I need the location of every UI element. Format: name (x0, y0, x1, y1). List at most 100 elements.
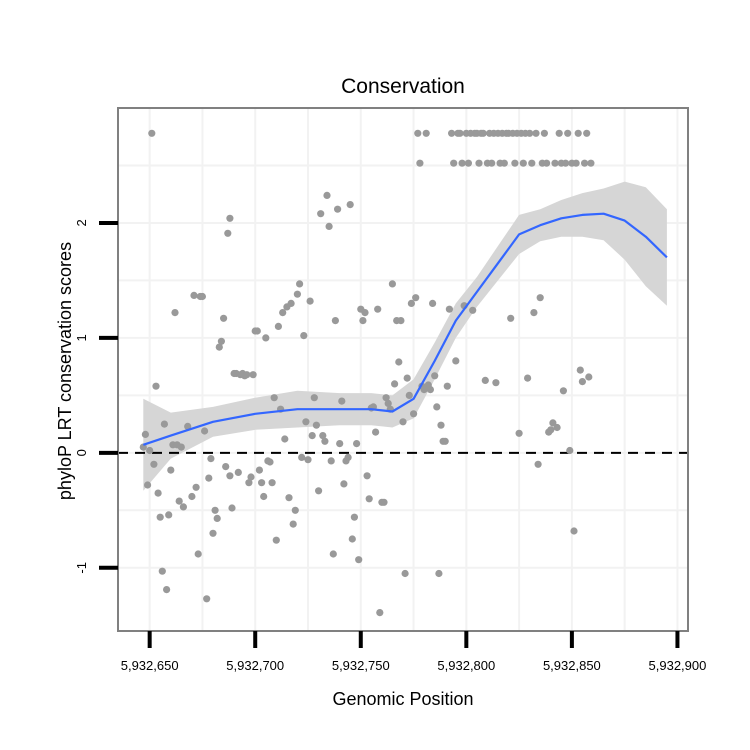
plot-panel-frame (117, 107, 689, 632)
data-point (144, 481, 152, 489)
data-point (148, 129, 156, 137)
data-point (363, 472, 371, 480)
data-point (249, 371, 257, 379)
data-point (213, 514, 221, 523)
data-point (321, 437, 329, 445)
data-point (416, 159, 424, 167)
data-point (574, 129, 582, 137)
data-point (431, 372, 439, 380)
data-point (340, 480, 348, 488)
data-point (543, 159, 551, 167)
data-point (581, 159, 589, 167)
data-point (296, 280, 304, 288)
data-point (226, 472, 234, 480)
data-point (450, 159, 458, 167)
data-point (456, 129, 464, 137)
data-point (201, 427, 209, 435)
data-point (382, 394, 390, 402)
data-point (445, 305, 453, 313)
data-point (146, 446, 154, 455)
data-point (220, 314, 228, 322)
data-point (585, 373, 593, 381)
data-point (329, 550, 337, 558)
data-point (540, 129, 549, 137)
y-tick-label: 2 (74, 219, 89, 226)
data-point (526, 129, 534, 137)
data-point (266, 458, 274, 466)
data-point (361, 309, 369, 317)
data-point (532, 129, 540, 137)
data-point (279, 309, 287, 317)
data-point (488, 159, 496, 167)
data-point (547, 426, 555, 434)
data-point (553, 423, 561, 432)
data-point (500, 159, 508, 167)
data-point (372, 428, 380, 436)
x-tick-label: 5,932,850 (543, 658, 601, 673)
data-point (435, 569, 443, 578)
data-point (304, 456, 312, 464)
x-axis-label: Genomic Position (332, 689, 473, 709)
data-point (344, 453, 352, 461)
data-point (443, 382, 451, 390)
confidence-band (143, 181, 667, 491)
x-tick-label: 5,932,750 (332, 658, 390, 673)
data-point (150, 460, 158, 468)
data-point (388, 280, 396, 288)
grid-lines (118, 108, 688, 631)
data-point (194, 550, 202, 558)
data-point (420, 386, 428, 394)
x-tick-label: 5,932,800 (437, 658, 495, 673)
data-point (289, 520, 297, 528)
data-point (376, 609, 384, 617)
data-point (551, 159, 559, 167)
data-point (583, 129, 591, 137)
data-point (433, 403, 441, 411)
data-point (359, 317, 367, 325)
data-point (224, 229, 232, 237)
data-point (270, 394, 278, 402)
data-point (234, 468, 242, 476)
data-point (323, 191, 331, 199)
y-tick-label: 0 (74, 449, 89, 456)
data-point (365, 495, 373, 503)
chart-title: Conservation (341, 75, 465, 98)
data-point (205, 474, 213, 482)
data-point (410, 410, 418, 418)
data-point (481, 376, 489, 384)
data-point (171, 309, 179, 317)
data-point (268, 479, 276, 487)
data-point (479, 129, 487, 137)
data-point (211, 506, 219, 514)
data-point (348, 535, 356, 543)
data-point (492, 379, 500, 387)
data-point (414, 129, 422, 137)
data-point (188, 492, 196, 501)
data-point (391, 380, 399, 388)
data-point (331, 317, 339, 325)
data-point (203, 595, 211, 603)
smooth-fit-line (142, 212, 668, 446)
data-point (346, 201, 354, 209)
data-point (228, 504, 236, 512)
data-point (464, 159, 472, 167)
data-point (226, 214, 234, 222)
data-point (441, 437, 449, 445)
data-point (374, 305, 382, 313)
data-point (448, 129, 456, 137)
data-point (315, 487, 323, 495)
data-point (293, 290, 301, 298)
data-point (291, 506, 299, 514)
data-point (576, 366, 584, 374)
data-point (141, 430, 149, 438)
x-tick-label: 5,932,650 (121, 658, 179, 673)
data-point (325, 222, 333, 230)
data-point (422, 129, 430, 137)
y-tick-label: -1 (74, 562, 89, 574)
data-point (426, 386, 434, 394)
data-point (215, 343, 223, 351)
data-point (562, 159, 570, 167)
x-tick-label: 5,932,700 (226, 658, 284, 673)
data-point (198, 292, 206, 301)
data-point (209, 529, 217, 537)
